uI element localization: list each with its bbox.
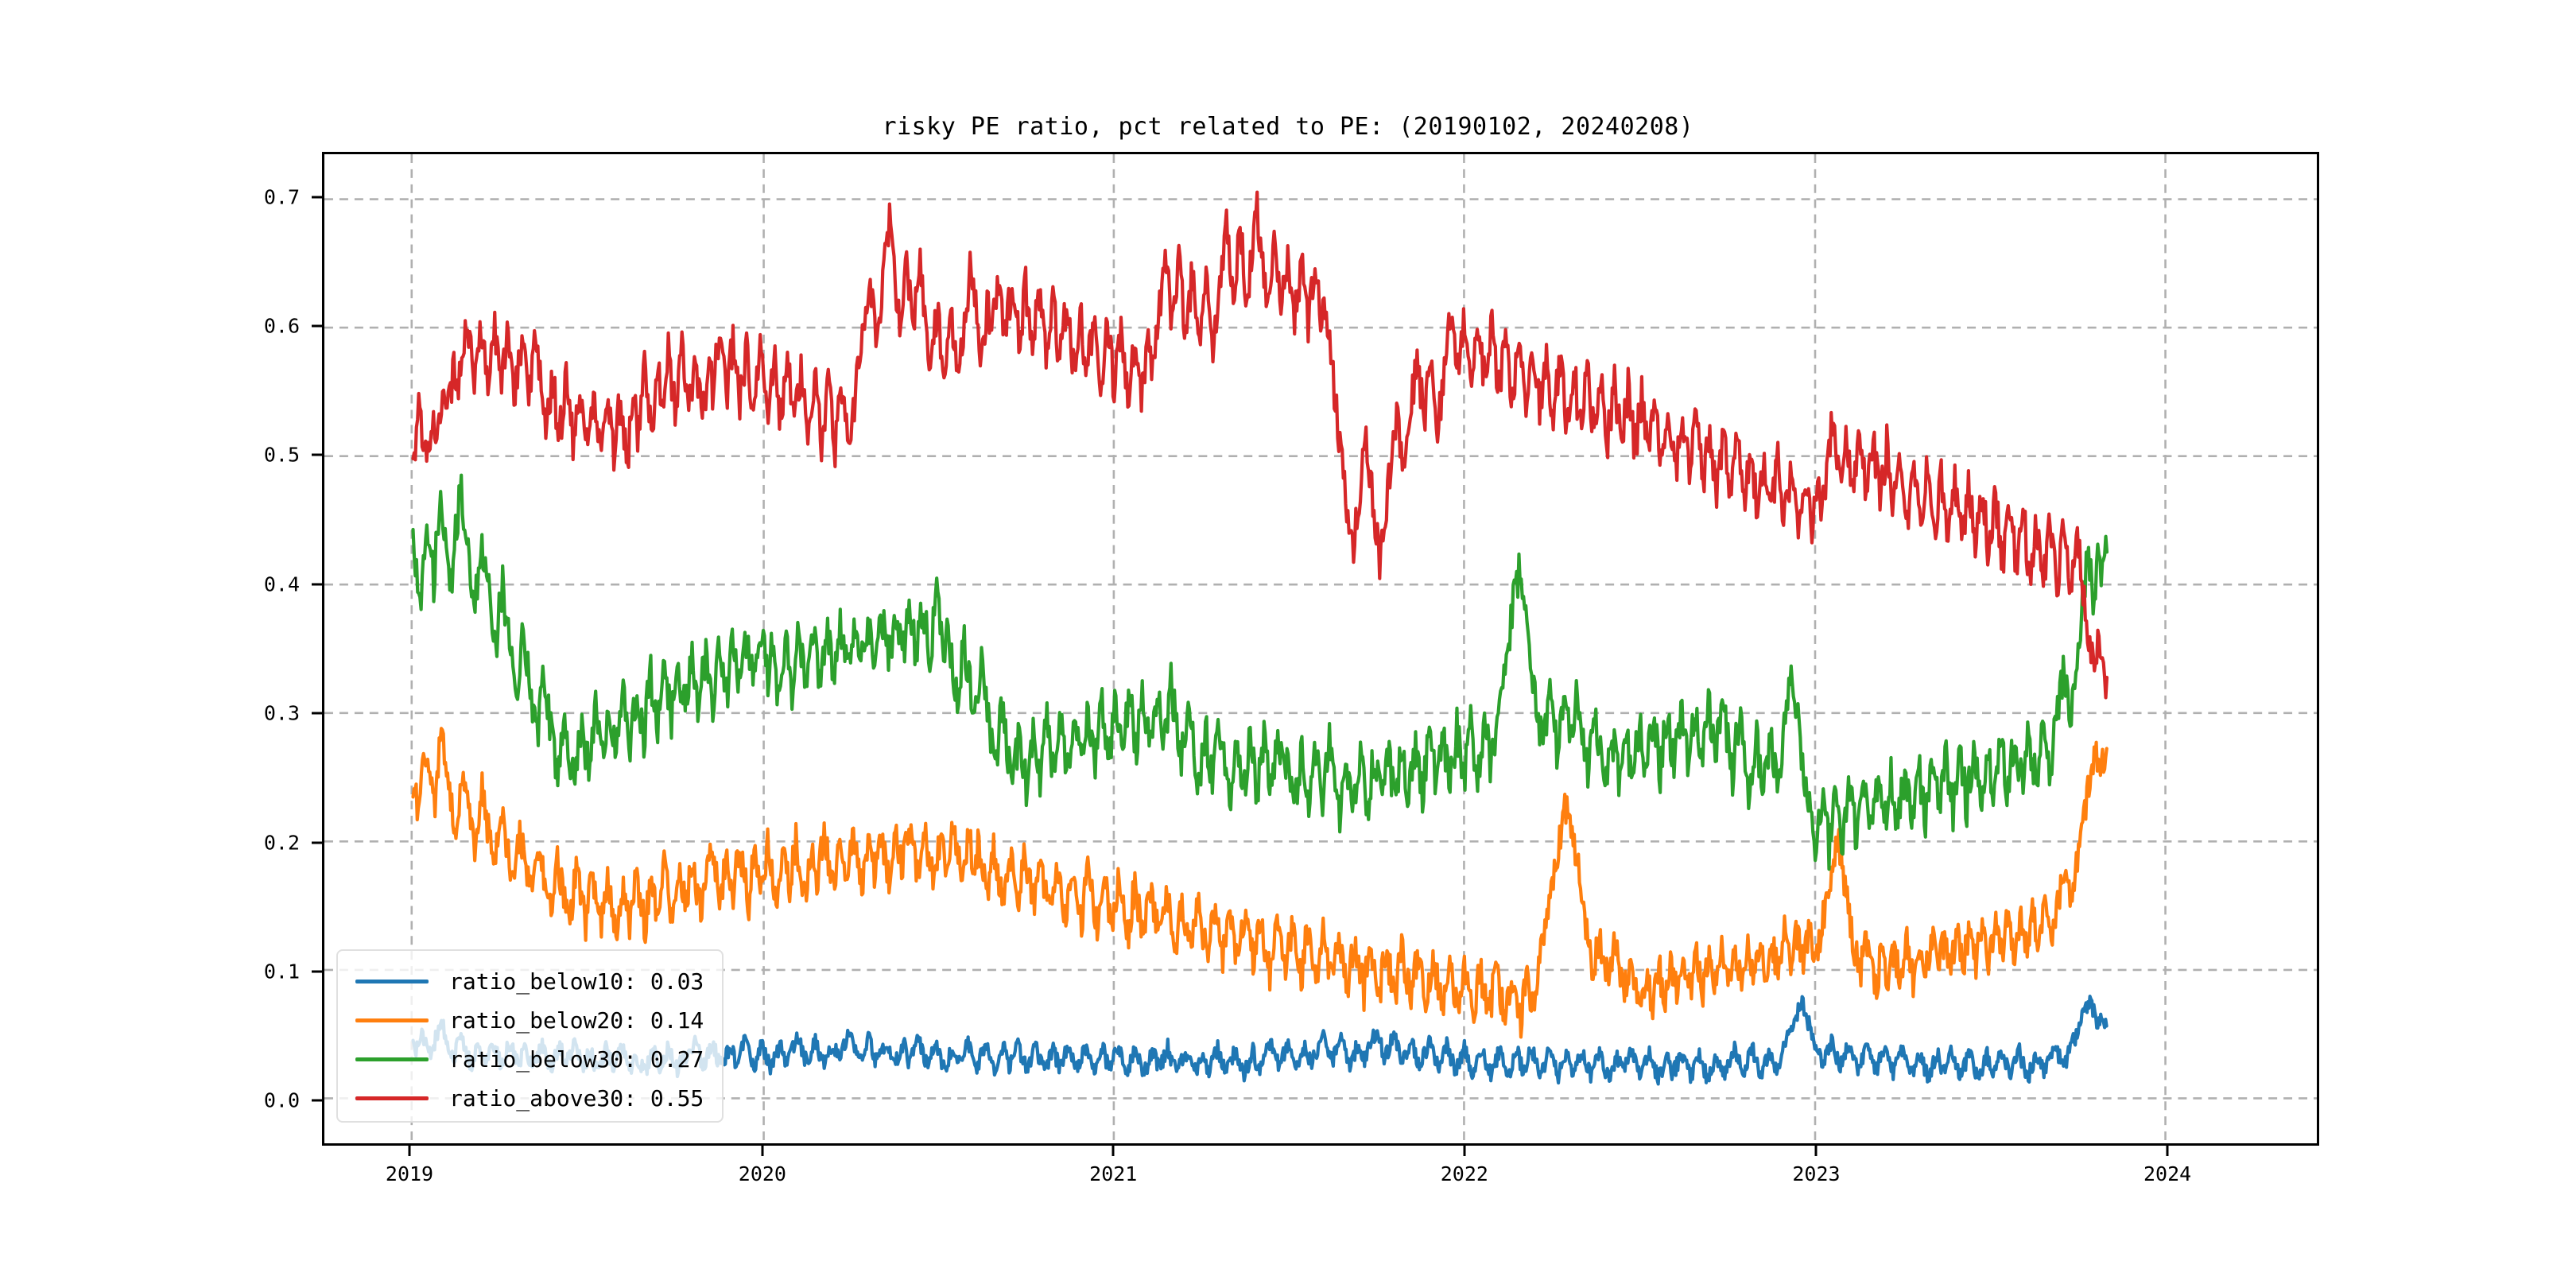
x-tick-mark [1463, 1146, 1466, 1156]
legend-label-ratio_below20: ratio_below20: 0.14 [449, 1007, 704, 1034]
x-tick-label: 2021 [1089, 1162, 1138, 1185]
legend-swatch-ratio_below20 [355, 1018, 429, 1022]
x-tick-mark [408, 1146, 411, 1156]
x-tick-mark [2166, 1146, 2169, 1156]
x-tick-mark [761, 1146, 764, 1156]
legend-label-ratio_below30: ratio_below30: 0.27 [449, 1046, 704, 1073]
y-tick-mark [312, 841, 322, 844]
x-tick-label: 2020 [738, 1162, 786, 1185]
y-tick-mark [312, 712, 322, 715]
legend-swatch-ratio_below10 [355, 980, 429, 983]
chart-title: risky PE ratio, pct related to PE: (2019… [882, 113, 1694, 141]
legend-label-ratio_below10: ratio_below10: 0.03 [449, 968, 704, 995]
y-tick-label: 0.0 [263, 1088, 300, 1112]
y-tick-label: 0.6 [263, 314, 300, 338]
x-tick-mark [1111, 1146, 1115, 1156]
legend-item-ratio_below30[interactable]: ratio_below30: 0.27 [338, 1040, 722, 1079]
y-tick-label: 0.2 [263, 831, 300, 854]
y-tick-mark [312, 196, 322, 199]
legend-item-ratio_below20[interactable]: ratio_below20: 0.14 [338, 1001, 722, 1040]
x-tick-mark [1814, 1146, 1818, 1156]
y-tick-mark [312, 583, 322, 586]
x-tick-label: 2023 [1792, 1162, 1841, 1185]
legend-swatch-ratio_above30 [355, 1096, 429, 1100]
legend-label-ratio_above30: ratio_above30: 0.55 [449, 1084, 704, 1111]
x-tick-label: 2019 [385, 1162, 434, 1185]
legend-item-ratio_below10[interactable]: ratio_below10: 0.03 [338, 962, 722, 1001]
y-tick-label: 0.3 [263, 701, 300, 725]
y-tick-mark [312, 1099, 322, 1102]
legend-swatch-ratio_below30 [355, 1057, 429, 1061]
chart-legend[interactable]: ratio_below10: 0.03 ratio_below20: 0.14 ra… [336, 949, 724, 1123]
y-tick-mark [312, 970, 322, 973]
y-tick-label: 0.7 [263, 185, 300, 209]
y-tick-label: 0.1 [263, 960, 300, 983]
x-tick-label: 2024 [2143, 1162, 2192, 1185]
legend-item-ratio_above30[interactable]: ratio_above30: 0.55 [338, 1079, 722, 1118]
y-tick-mark [312, 324, 322, 328]
y-tick-label: 0.4 [263, 572, 300, 596]
y-tick-mark [312, 453, 322, 456]
y-tick-label: 0.5 [263, 443, 300, 467]
x-tick-label: 2022 [1440, 1162, 1488, 1185]
